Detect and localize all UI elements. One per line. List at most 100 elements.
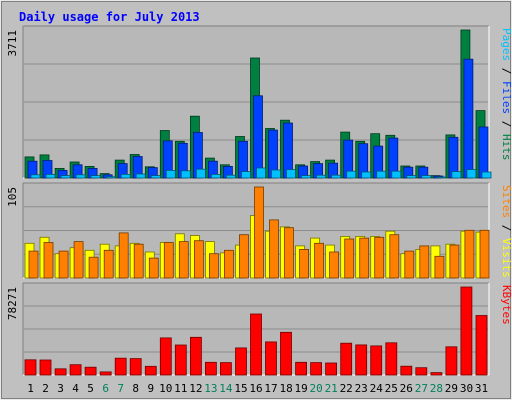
x-tick-label: 13: [204, 382, 217, 395]
bar-sites-day-21: [329, 251, 340, 279]
bar-pages-day-11: [180, 170, 191, 179]
bar-pages-day-24: [376, 170, 387, 179]
x-tick-label: 6: [102, 382, 109, 395]
x-tick-label: 10: [159, 382, 172, 395]
bar-pages-day-30: [466, 169, 477, 179]
bar-kbytes-day-18: [280, 331, 292, 376]
bar-pages-day-1: [30, 174, 41, 179]
bar-pages-day-15: [241, 171, 251, 179]
x-tick-label: 19: [294, 382, 307, 395]
x-tick-label: 1: [27, 382, 34, 395]
bar-sites-day-29: [449, 244, 460, 279]
bar-sites-day-10: [163, 242, 174, 279]
bar-kbytes-day-30: [460, 286, 473, 376]
x-tick-label: 3: [57, 382, 64, 395]
bar-pages-day-2: [45, 173, 56, 179]
bar-pages-day-17: [271, 169, 281, 179]
bar-pages-day-31: [481, 171, 492, 179]
bar-sites-day-8: [133, 243, 144, 279]
x-tick-label: 20: [309, 382, 322, 395]
bar-sites-day-16: [254, 186, 264, 279]
x-tick-label: 14: [219, 382, 233, 395]
legend-item: KBytes: [500, 285, 512, 325]
bar-pages-day-8: [135, 173, 146, 179]
x-tick-label: 11: [174, 382, 187, 395]
chart-panels: 3711 Pages / Files / Hits 105 Sites / Visit…: [6, 25, 512, 376]
bar-pages-day-26: [406, 175, 417, 179]
legend-separator: /: [500, 61, 512, 81]
bar-kbytes-day-31: [475, 315, 488, 376]
bar-pages-day-13: [210, 173, 221, 179]
bar-sites-day-4: [73, 241, 84, 279]
bar-sites-day-20: [314, 242, 325, 279]
bar-pages-day-10: [165, 169, 176, 179]
bar-sites-day-17: [269, 219, 279, 279]
bar-kbytes-day-20: [310, 362, 323, 376]
bar-pages-day-6: [105, 176, 116, 179]
bar-sites-day-1: [28, 250, 39, 279]
bar-kbytes-day-5: [84, 366, 97, 376]
bar-pages-day-25: [391, 170, 402, 179]
panel-kbytes: 78271 KBytes: [6, 282, 512, 376]
x-tick-label: 12: [189, 382, 202, 395]
bar-kbytes-day-17: [265, 341, 277, 376]
bar-kbytes-day-21: [325, 362, 338, 376]
bar-sites-day-11: [178, 241, 189, 279]
x-tick-label: 17: [264, 382, 277, 395]
bar-sites-day-25: [389, 234, 400, 279]
x-tick-label: 15: [234, 382, 247, 395]
y-max-label: 78271: [6, 287, 19, 320]
bar-kbytes-day-8: [129, 358, 142, 376]
y-max-label: 105: [6, 187, 19, 207]
x-tick-label: 26: [400, 382, 413, 395]
legend-item: Pages: [500, 28, 512, 61]
legend-item: Visits: [500, 238, 512, 278]
legend: Pages / Files / Hits: [500, 28, 512, 161]
bar-sites-day-19: [299, 248, 310, 279]
legend-item: Files: [500, 81, 512, 114]
bar-kbytes-day-24: [370, 345, 383, 376]
x-tick-label: 29: [445, 382, 458, 395]
bar-kbytes-day-29: [445, 346, 458, 376]
x-tick-label: 22: [340, 382, 353, 395]
legend-item: Hits: [500, 134, 512, 161]
bar-sites-day-9: [148, 257, 159, 279]
bar-kbytes-day-10: [159, 337, 172, 376]
bar-pages-day-4: [75, 174, 86, 179]
bar-sites-day-5: [88, 256, 99, 279]
bar-kbytes-day-26: [400, 365, 413, 376]
bar-sites-day-31: [479, 229, 490, 279]
bar-files-day-31: [478, 126, 489, 179]
bar-kbytes-day-16: [250, 313, 262, 376]
bar-kbytes-day-3: [54, 368, 67, 376]
bar-kbytes-day-2: [39, 359, 52, 376]
bar-kbytes-day-9: [144, 365, 157, 376]
panel-visits-sites: 105 Sites / Visits: [6, 182, 512, 279]
bar-kbytes-day-6: [99, 371, 112, 376]
bar-sites-day-30: [464, 229, 475, 279]
bar-sites-day-14: [223, 249, 234, 279]
x-tick-label: 8: [132, 382, 139, 395]
bar-sites-day-15: [239, 234, 249, 279]
bar-kbytes-day-14: [219, 362, 232, 376]
x-tick-label: 21: [325, 382, 338, 395]
bar-kbytes-day-19: [295, 361, 308, 376]
bar-kbytes-day-1: [24, 359, 37, 376]
x-tick-label: 25: [385, 382, 398, 395]
bar-kbytes-day-4: [69, 364, 82, 376]
bar-pages-day-9: [150, 175, 161, 179]
bar-sites-day-24: [374, 236, 385, 279]
bar-pages-day-5: [90, 175, 101, 179]
bar-pages-day-18: [286, 169, 296, 179]
bar-pages-day-23: [361, 171, 372, 179]
bar-kbytes-day-22: [340, 342, 353, 376]
x-tick-label: 30: [460, 382, 473, 395]
y-max-label: 3711: [6, 30, 19, 57]
bar-pages-day-20: [316, 174, 327, 179]
x-tick-label: 24: [370, 382, 384, 395]
bar-sites-day-26: [404, 250, 415, 279]
bar-files-day-30: [463, 58, 474, 179]
bar-kbytes-day-28: [430, 372, 443, 376]
legend-separator: /: [500, 114, 512, 134]
